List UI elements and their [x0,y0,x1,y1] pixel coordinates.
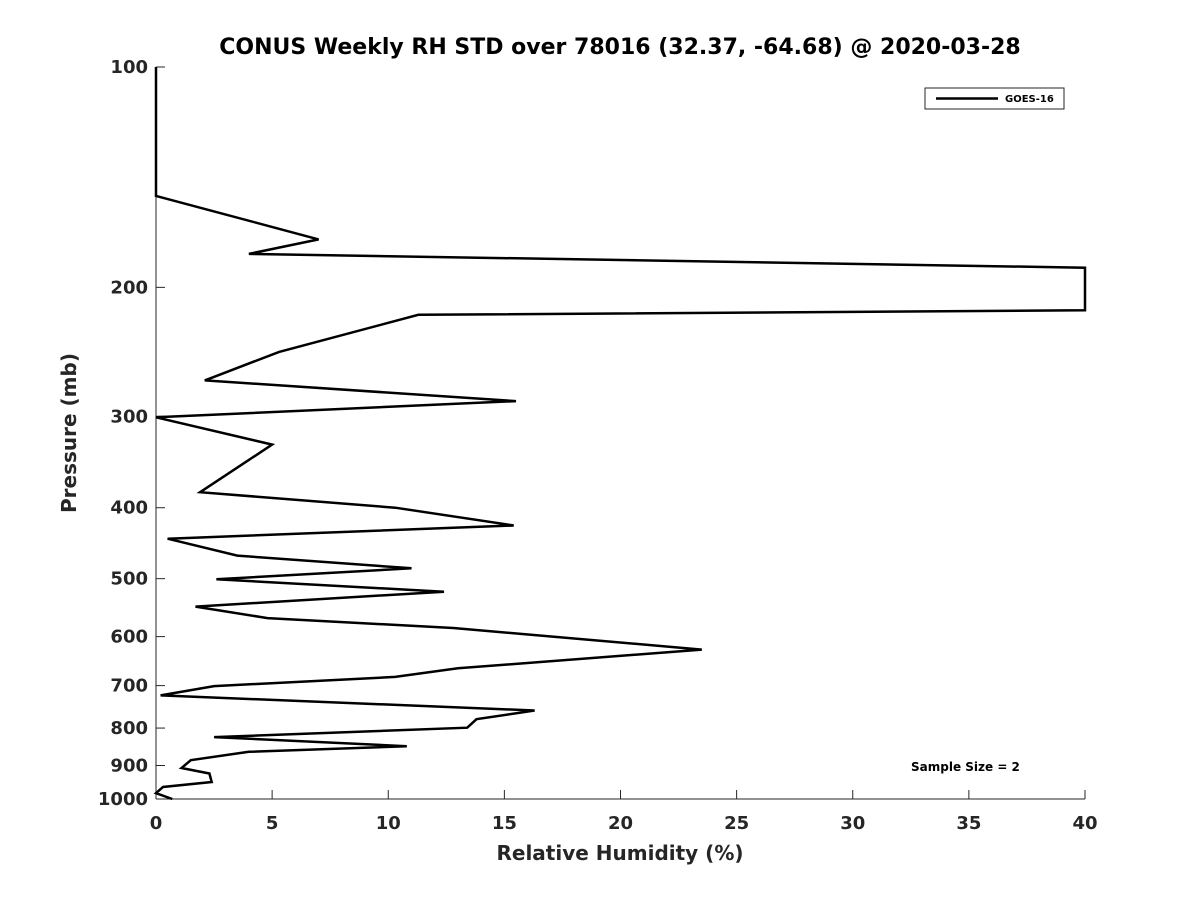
x-tick-label: 40 [1072,813,1097,834]
y-tick-label: 300 [110,406,148,427]
x-tick-label: 0 [150,813,163,834]
legend-label-goes-16: GOES-16 [1005,94,1054,105]
x-tick-label: 10 [376,813,401,834]
y-axis-label: Pressure (mb) [57,353,81,513]
y-tick-label: 600 [110,627,148,648]
y-tick-label: 500 [110,569,148,590]
sample-size-annotation: Sample Size = 2 [911,760,1020,774]
x-tick-label: 20 [608,813,633,834]
series-lines [153,67,1087,801]
y-tick-label: 200 [110,277,148,298]
y-tick-label: 800 [110,718,148,739]
x-tick-label: 15 [492,813,517,834]
x-tick-label: 5 [266,813,279,834]
y-ticks: 100 200 300 400 500 600 700 800 900 1000 [98,57,165,810]
x-tick-label: 30 [840,813,865,834]
x-tick-label: 35 [956,813,981,834]
x-ticks: 0 5 10 15 20 25 30 35 40 [150,790,1098,834]
legend: GOES-16 [924,87,1065,110]
y-tick-label: 400 [110,498,148,519]
y-tick-label: 900 [110,756,148,777]
chart-title: CONUS Weekly RH STD over 78016 (32.37, -… [219,35,1020,60]
y-tick-label: 1000 [98,789,148,810]
y-tick-label: 100 [110,57,148,78]
x-axis-label: Relative Humidity (%) [496,841,743,865]
y-tick-label: 700 [110,676,148,697]
x-tick-label: 25 [724,813,749,834]
series-line-goes-16 [153,67,1087,801]
